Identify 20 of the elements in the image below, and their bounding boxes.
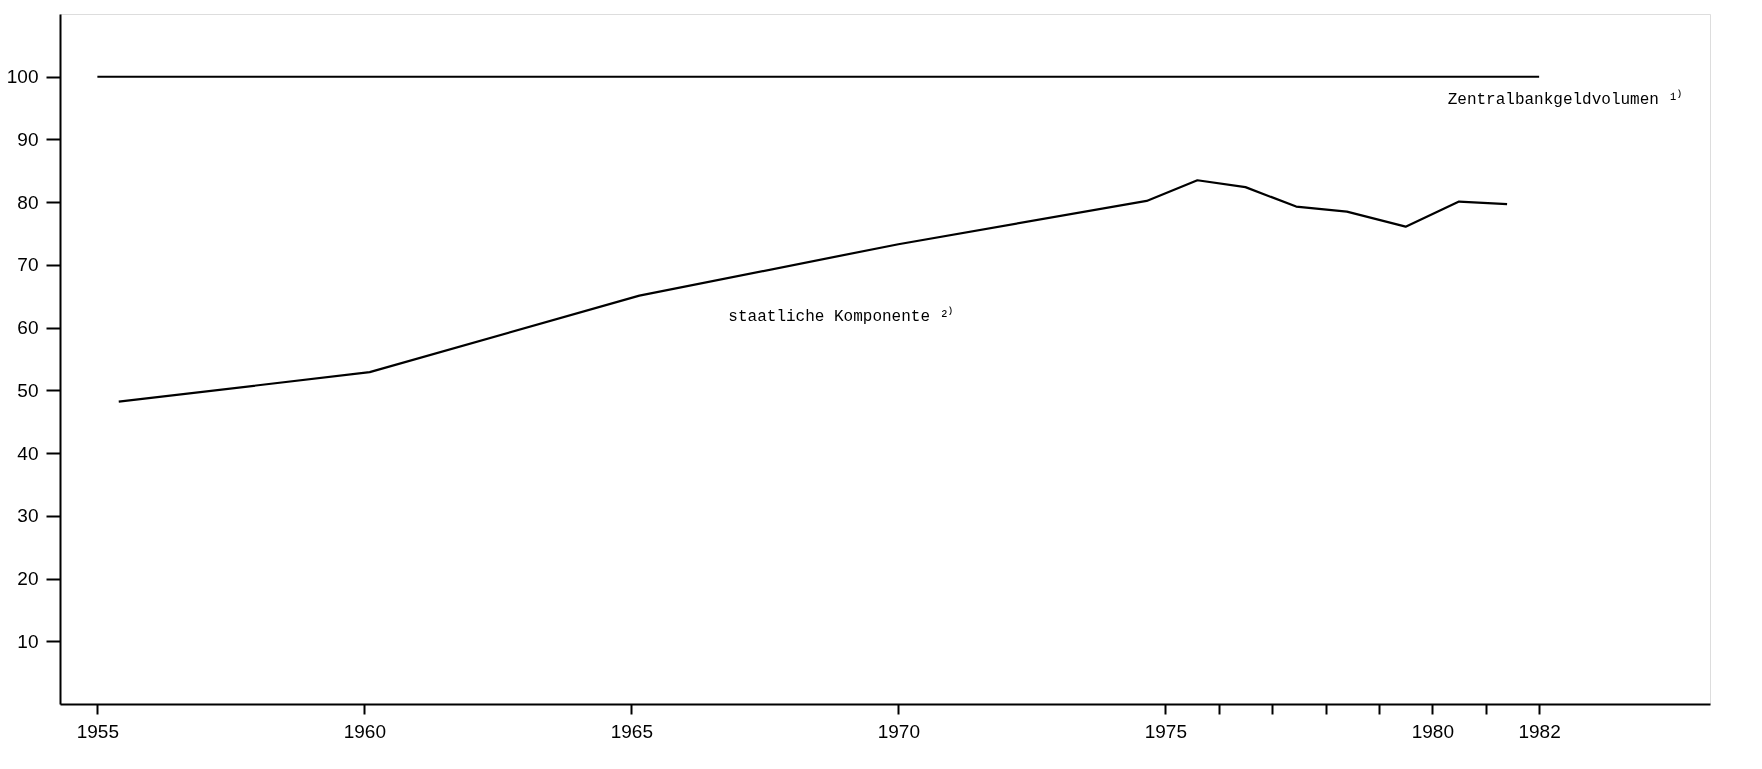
x-tick-label: 1960 [343, 720, 387, 742]
x-tick-label: 1970 [877, 720, 920, 742]
x-tick-label: 1982 [1518, 720, 1561, 742]
y-tick-label: 60 [17, 317, 39, 339]
y-tick-label: 50 [17, 379, 39, 401]
y-tick-label: 10 [17, 630, 39, 652]
x-tick-label: 1955 [76, 720, 120, 742]
y-tick-label: 20 [17, 568, 39, 590]
y-tick-label: 90 [17, 128, 39, 150]
series-label: Zentralbankgeldvolumen ¹⁾ [1447, 88, 1683, 109]
series-label: staatliche Komponente ²⁾ [728, 305, 954, 326]
x-tick-label: 1975 [1144, 720, 1187, 742]
x-tick-label: 1965 [610, 720, 653, 742]
y-tick-label: 70 [17, 254, 39, 276]
x-tick-label: 1980 [1411, 720, 1454, 742]
y-tick-label: 40 [17, 442, 39, 464]
y-tick-label: 100 [6, 66, 39, 88]
line-series [117, 179, 1509, 403]
y-tick-label: 80 [17, 191, 39, 213]
y-tick-label: 30 [17, 505, 39, 527]
